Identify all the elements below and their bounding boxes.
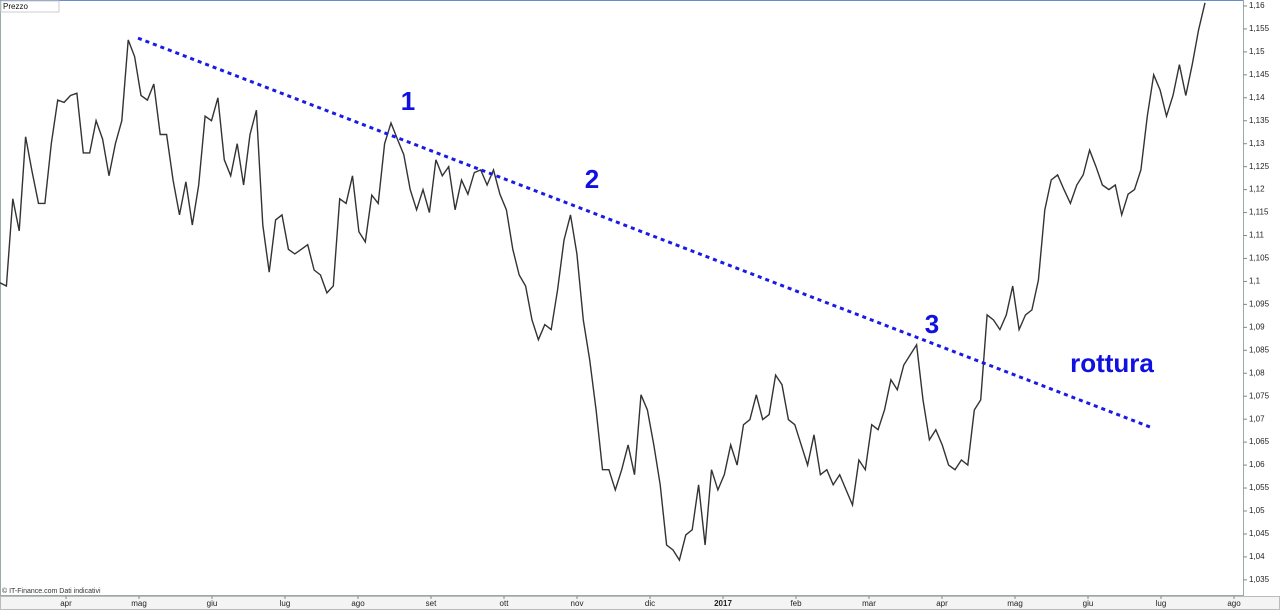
y-tick-label: 1,04 [1249, 552, 1265, 561]
annotation: 3 [925, 309, 939, 339]
x-tick-label: nov [571, 599, 584, 608]
y-tick-label: 1,11 [1249, 231, 1265, 240]
y-tick-label: 1,1 [1249, 277, 1261, 286]
x-tick-label: mag [1007, 599, 1023, 608]
y-tick-label: 1,125 [1249, 162, 1270, 171]
y-tick-label: 1,155 [1249, 24, 1270, 33]
y-tick-label: 1,095 [1249, 299, 1270, 308]
x-tick-label: apr [936, 599, 948, 608]
y-tick-label: 1,055 [1249, 483, 1270, 492]
y-tick-label: 1,075 [1249, 391, 1270, 400]
y-tick-label: 1,135 [1249, 116, 1270, 125]
x-tick-label: lug [280, 599, 291, 608]
x-tick-label: set [426, 599, 437, 608]
y-tick-label: 1,16 [1249, 1, 1265, 10]
x-tick-label: mag [131, 599, 147, 608]
x-tick-label: dic [645, 599, 655, 608]
x-tick-label: ago [1227, 599, 1241, 608]
legend-box [0, 0, 60, 13]
y-tick-label: 1,12 [1249, 185, 1265, 194]
footer: © IT-Finance.com Dati indicativi [2, 587, 101, 595]
y-tick-label: 1,07 [1249, 414, 1265, 423]
x-tick-label: apr [60, 599, 72, 608]
annotation: 1 [401, 86, 415, 116]
chart-title: Prezzo [3, 2, 28, 11]
x-tick-label: mar [862, 599, 876, 608]
x-tick-label: giu [207, 599, 218, 608]
x-tick-label: ott [500, 599, 510, 608]
y-tick-label: 1,105 [1249, 254, 1270, 263]
y-tick-label: 1,065 [1249, 437, 1270, 446]
y-tick-label: 1,08 [1249, 368, 1265, 377]
y-tick-label: 1,085 [1249, 345, 1270, 354]
y-tick-label: 1,035 [1249, 575, 1270, 584]
y-tick-label: 1,14 [1249, 93, 1265, 102]
x-tick-label: giu [1083, 599, 1094, 608]
y-tick-label: 1,115 [1249, 208, 1269, 217]
y-tick-label: 1,06 [1249, 460, 1265, 469]
plot-area [0, 0, 1244, 596]
x-tick-label: ago [351, 599, 365, 608]
x-tick-label: feb [790, 599, 802, 608]
y-tick-label: 1,045 [1249, 529, 1270, 538]
y-tick-label: 1,13 [1249, 139, 1265, 148]
x-tick-label: 2017 [714, 599, 732, 608]
annotation: 2 [585, 164, 599, 194]
x-tick-label: lug [1156, 599, 1167, 608]
annotation: rottura [1070, 348, 1154, 378]
y-tick-label: 1,145 [1249, 70, 1270, 79]
y-tick-label: 1,15 [1249, 47, 1265, 56]
price-line [0, 2, 1206, 562]
y-tick-label: 1,05 [1249, 506, 1265, 515]
y-tick-label: 1,09 [1249, 322, 1265, 331]
